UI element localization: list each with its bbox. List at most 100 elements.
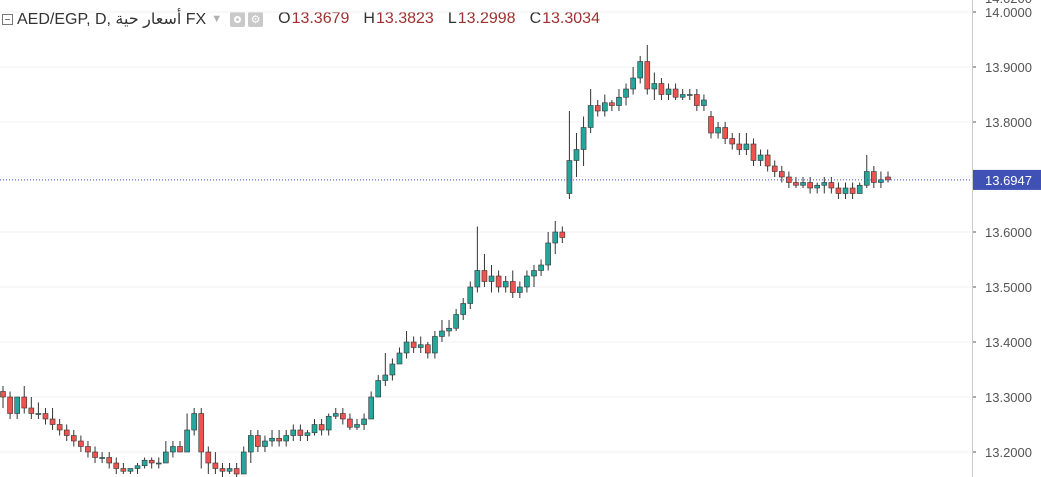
candle-body	[587, 105, 594, 128]
candle-body	[573, 149, 580, 161]
candle-body	[828, 182, 835, 189]
candle-body	[361, 418, 367, 425]
candle-body	[14, 396, 20, 414]
candle-body	[340, 413, 346, 420]
candle-body	[694, 94, 700, 106]
candle-body	[63, 429, 70, 436]
candle-body	[304, 432, 311, 436]
candle-body	[219, 468, 226, 472]
candle-body	[835, 187, 842, 194]
symbol-title[interactable]: AED/EGP, D, أسعار حية FX	[17, 11, 207, 28]
candle-body	[170, 446, 176, 453]
y-tick-label: 14.0000	[985, 5, 1032, 20]
candle-body	[446, 327, 452, 332]
candle-body	[382, 374, 389, 381]
collapse-icon[interactable]	[2, 13, 13, 25]
candle-body	[722, 127, 728, 139]
eye-icon[interactable]	[230, 11, 246, 27]
last-price-label: 13.6947	[985, 173, 1032, 188]
candle-body	[736, 143, 743, 150]
candle-body	[665, 88, 672, 95]
candle-body	[623, 88, 629, 98]
candle-body	[502, 281, 509, 288]
candle-body	[28, 407, 35, 414]
y-tick-label: 13.2000	[985, 445, 1032, 460]
candle-body	[849, 187, 856, 194]
candle-body	[269, 437, 275, 442]
candle-body	[807, 182, 813, 189]
ohlc-high: H13.3823	[363, 10, 434, 27]
candle-body	[113, 462, 120, 469]
candle-body	[863, 171, 870, 186]
candle-body	[559, 231, 566, 238]
candle-body	[347, 418, 353, 428]
candle-body	[332, 413, 339, 417]
candle-body	[778, 171, 785, 178]
candle-body	[538, 264, 544, 271]
candle-body	[21, 396, 28, 409]
last-price-label-bg	[973, 169, 1041, 190]
candle-body	[786, 176, 792, 183]
candle-body	[396, 352, 403, 365]
candle-body	[191, 413, 197, 431]
candle-body	[184, 429, 190, 453]
candle-body	[134, 465, 141, 469]
candle-body	[821, 182, 828, 186]
candle-body	[552, 231, 559, 244]
candle-body	[545, 242, 551, 266]
candle-body	[233, 468, 240, 475]
y-tick-label: 13.9000	[985, 60, 1032, 75]
candle-body	[325, 415, 332, 431]
candle-body	[878, 179, 884, 183]
candle-body	[141, 459, 148, 467]
candle-body	[424, 344, 431, 354]
candle-body	[793, 182, 799, 186]
candle-body	[708, 116, 714, 134]
candle-body	[403, 341, 410, 354]
candle-body	[354, 424, 360, 428]
gear-icon[interactable]: ⚙	[248, 11, 264, 27]
candle-body	[609, 102, 615, 106]
candle-body	[56, 424, 63, 431]
candle-body	[297, 429, 304, 436]
candle-body	[311, 424, 318, 434]
candle-body	[481, 270, 488, 282]
candle-body	[163, 451, 169, 464]
candle-body	[92, 451, 98, 458]
candle-body	[71, 435, 77, 442]
candle-body	[35, 413, 42, 415]
candle-body	[764, 154, 771, 167]
dropdown-caret-icon[interactable]: ▼	[211, 13, 223, 25]
candle-body	[601, 102, 608, 112]
candle-body	[318, 424, 325, 431]
candle-body	[212, 462, 219, 469]
candle-body	[474, 270, 481, 288]
ohlc-open: O13.3679	[278, 10, 350, 27]
candle-body	[417, 344, 424, 348]
candle-body	[49, 418, 56, 425]
candle-body	[729, 138, 736, 145]
candle-body	[750, 143, 757, 161]
candle-body	[644, 61, 651, 90]
candle-body	[276, 437, 282, 442]
candle-body	[99, 457, 105, 459]
candle-body	[240, 451, 247, 475]
candle-body	[842, 187, 849, 194]
candle-body	[78, 440, 84, 447]
candle-body	[290, 429, 297, 436]
ohlc-values: O13.3679 H13.3823 L13.2998 C13.3034	[278, 10, 600, 28]
candle-body	[800, 182, 806, 186]
candle-body	[410, 341, 417, 348]
candle-body	[248, 435, 254, 453]
candle-body	[531, 270, 537, 277]
candle-body	[637, 61, 644, 79]
candle-body	[771, 165, 778, 172]
candle-body	[127, 468, 134, 472]
candle-body	[757, 154, 764, 161]
y-tick-label-partial: 14.0200	[985, 0, 1032, 6]
candle-body	[7, 396, 13, 414]
y-tick-label: 13.6000	[985, 225, 1032, 240]
candle-body	[580, 127, 587, 150]
candle-body	[488, 275, 495, 282]
